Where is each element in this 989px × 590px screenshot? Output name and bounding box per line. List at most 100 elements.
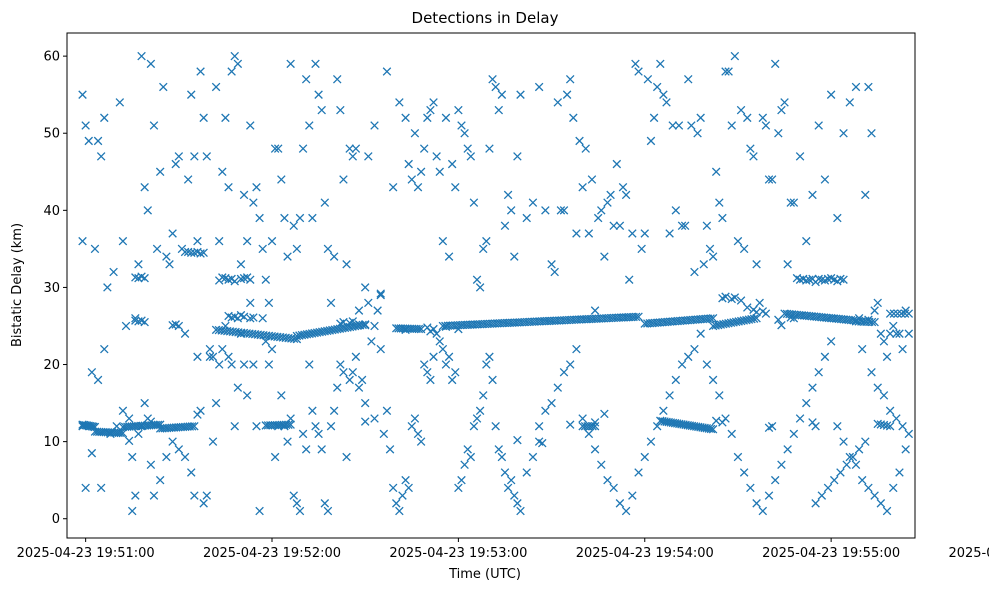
detection-marker [761,309,771,318]
detection-marker [854,445,864,454]
detection-marker [603,475,612,485]
detection-marker [882,421,892,430]
detection-marker [454,483,463,493]
detection-marker [165,260,174,269]
detection-marker [438,236,448,246]
detection-marker [870,491,879,500]
detection-marker [609,221,618,231]
detection-marker [795,152,805,161]
detection-marker [615,221,625,231]
detection-marker [823,483,833,493]
detection-marker [671,206,681,215]
detection-marker [255,506,264,516]
detection-marker [699,260,709,269]
detection-marker [336,360,345,369]
detection-marker [438,344,448,354]
detection-marker [404,483,413,493]
detection-marker [565,360,575,369]
detection-marker [224,182,233,192]
detection-marker [96,152,106,161]
detection-marker [516,506,525,516]
detection-marker [413,182,423,192]
detection-marker [541,406,550,416]
detection-marker [820,352,830,362]
detection-marker [190,152,199,161]
detection-marker [829,475,839,485]
detection-marker [258,244,267,254]
detection-marker [311,59,320,69]
detection-marker [898,421,907,431]
detection-marker [643,74,653,84]
detection-marker [106,429,115,439]
detection-marker [323,244,333,254]
detection-marker [289,491,299,500]
detection-marker [730,293,740,302]
detection-marker [116,428,126,438]
detection-marker [410,414,420,423]
detection-marker [379,429,389,439]
detection-marker [503,190,513,200]
detection-marker [842,460,851,470]
detection-marker [849,316,858,325]
detection-marker [893,309,902,318]
detection-marker [224,275,233,284]
detection-marker [162,452,171,462]
detection-marker [764,175,774,184]
detection-marker [230,51,239,61]
detection-marker [836,468,845,477]
detection-marker [168,229,177,238]
detection-marker [214,236,224,246]
detection-marker [839,128,848,138]
detection-marker [311,421,320,431]
detection-marker [149,491,159,500]
detection-marker [715,198,724,207]
detection-marker [367,337,376,346]
detection-marker [706,314,715,323]
detection-marker [283,252,292,261]
detection-marker [497,90,507,99]
detection-marker [373,306,382,315]
detection-marker [193,236,202,246]
detection-marker [236,260,246,269]
detection-marker [376,344,385,354]
detection-marker [736,105,746,115]
detection-marker [246,275,255,284]
detection-marker [506,206,516,215]
x-tick-label: 2025-04-23 19:54:00 [576,546,714,561]
detection-marker [208,352,218,362]
detection-marker [233,383,243,392]
detection-marker [121,321,131,331]
detection-marker [451,182,460,192]
detection-marker [876,329,886,338]
detection-marker [795,414,805,423]
detection-marker [174,321,184,331]
detection-marker [435,167,445,177]
detection-marker [475,406,485,416]
detection-marker [242,236,252,246]
y-tick-label: 50 [43,127,60,142]
detection-marker [211,82,221,92]
detection-marker [662,98,671,107]
detection-marker [876,499,886,508]
detection-marker [808,383,817,392]
detection-marker [432,152,441,161]
detection-marker [506,475,516,485]
detection-marker [143,414,153,423]
y-tick-label: 40 [43,204,60,219]
detection-marker [556,206,566,215]
detection-marker [134,429,143,439]
detection-marker [746,144,755,153]
detection-marker [444,252,454,261]
detection-marker [249,313,258,322]
detection-marker [845,98,855,107]
detection-marker [857,475,867,485]
detection-marker [323,506,333,516]
y-tick-label: 0 [52,512,60,527]
data-points [78,51,914,516]
detection-marker [528,452,538,462]
detection-marker [227,360,236,369]
detection-marker [702,360,712,369]
detection-marker [295,213,305,223]
detection-marker [696,113,705,123]
detection-marker [739,244,749,254]
